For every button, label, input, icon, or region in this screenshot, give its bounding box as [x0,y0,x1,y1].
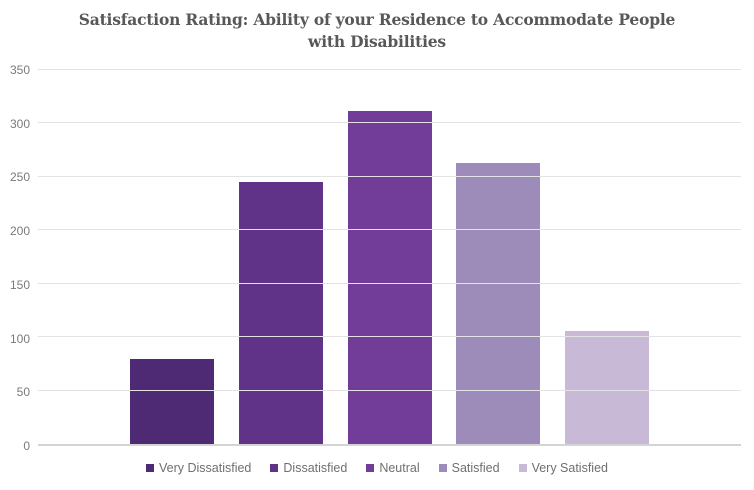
gridline [38,175,741,177]
gridline [38,229,741,231]
bar-dissatisfied[interactable] [238,182,323,444]
y-tick-label: 0 [23,439,30,453]
legend-swatch-icon [366,464,375,472]
chart-title-line-2: with Disabilities [308,31,446,51]
plot-area [38,69,741,446]
gridline [38,282,741,284]
legend-swatch-icon [518,464,527,472]
legend-item-very-dissatisfied[interactable]: Very Dissatisfied [145,461,252,475]
bar-very-dissatisfied[interactable] [130,358,214,444]
legend-item-dissatisfied[interactable]: Dissatisfied [270,461,347,475]
chart-title: Satisfaction Rating: Ability of your Res… [0,9,754,52]
legend-label: Very Satisfied [531,461,608,475]
y-tick-label: 250 [9,170,30,185]
gridline [38,389,741,391]
y-tick-label: 150 [9,277,30,292]
y-tick-label: 100 [9,331,30,346]
gridline [38,69,741,70]
gridline [38,122,741,124]
y-tick-label: 50 [16,385,30,400]
legend-label: Neutral [379,461,420,475]
y-axis-tick-labels: 0 50 100 150 200 250 300 350 [0,63,30,453]
legend-label: Very Dissatisfied [158,461,252,475]
legend: Very Dissatisfied Dissatisfied Neutral Sati… [0,461,754,475]
y-tick-label: 300 [9,116,30,131]
gridline [38,336,741,338]
legend-item-neutral[interactable]: Neutral [366,461,420,475]
legend-swatch-icon [270,464,279,472]
legend-swatch-icon [438,464,447,472]
bar-very-satisfied[interactable] [565,330,649,444]
legend-label: Satisfied [451,461,500,475]
legend-item-very-satisfied[interactable]: Very Satisfied [518,461,608,475]
legend-swatch-icon [145,464,154,472]
bar-satisfied[interactable] [456,162,541,444]
y-tick-label: 350 [9,63,30,77]
legend-label: Dissatisfied [283,461,348,475]
bars-row [38,70,741,444]
legend-item-satisfied[interactable]: Satisfied [438,461,500,475]
chart-title-line-1: Satisfaction Rating: Ability of your Res… [78,10,676,29]
y-tick-label: 200 [9,224,30,239]
bar-neutral[interactable] [347,110,432,444]
